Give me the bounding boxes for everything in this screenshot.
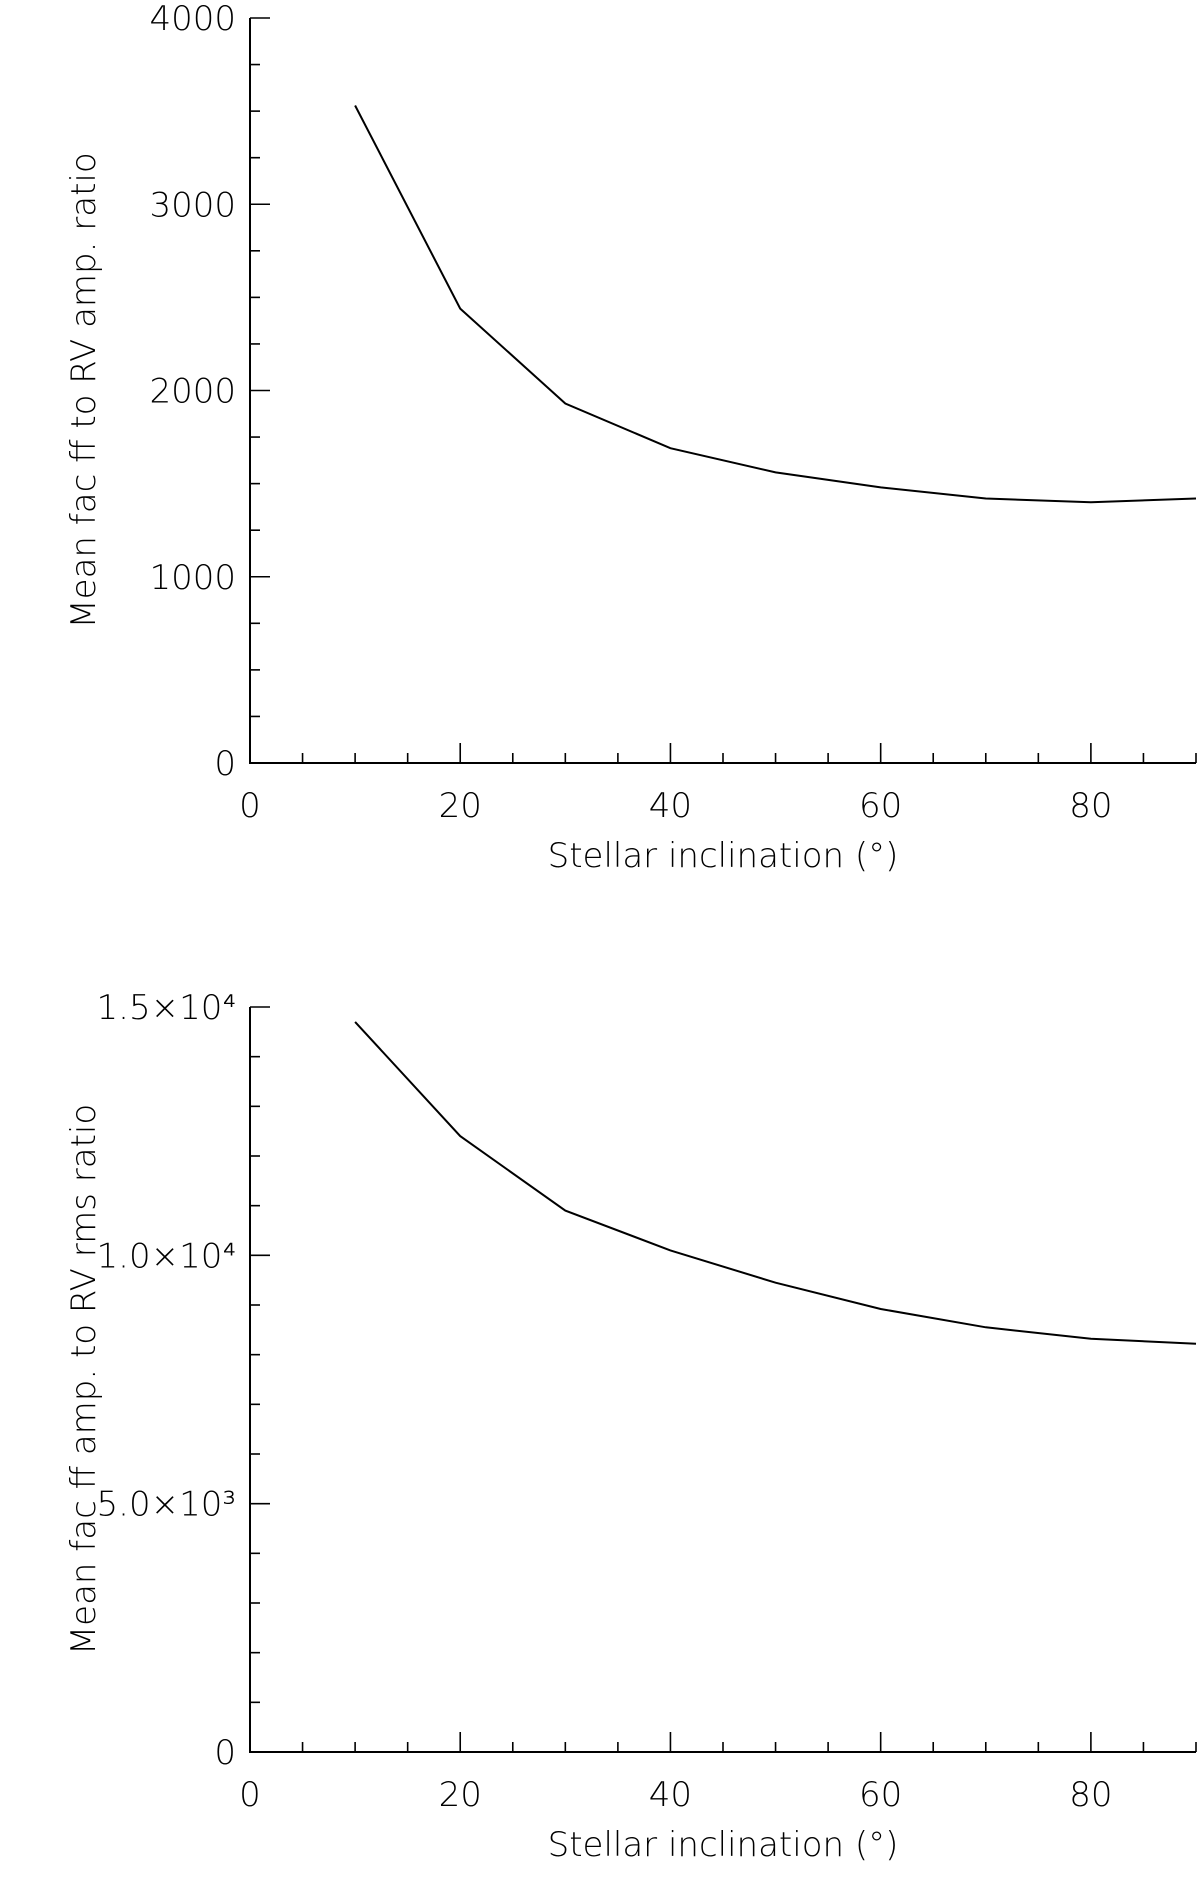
bottom-chart: 0 20 40 60 80 0 5.0×10³ 1.0×10⁴ 1.5×10⁴ Stellar i… [64,988,1197,1865]
chart-1-x-axis-title: Stellar inclination (°) [548,1825,899,1865]
chart-1-axes [249,1007,1196,1753]
chart-1-y-tick-label: 5.0×10³ [97,1485,236,1525]
chart-0-y-tick-label: 1000 [149,558,236,598]
chart-1-x-tick-label: 0 [239,1775,261,1815]
chart-1-y-tick-label: 1.0×10⁴ [97,1236,236,1276]
chart-1-x-tick-label: 40 [649,1775,692,1815]
chart-0-x-tick-label: 40 [649,786,692,826]
chart-1-x-tick-label: 80 [1069,1775,1112,1815]
chart-0-y-tick-label: 0 [214,744,236,784]
chart-0-x-axis-title: Stellar inclination (°) [548,836,899,876]
chart-0-x-tick-label: 80 [1069,786,1112,826]
chart-0-axes [249,18,1196,764]
chart-0-y-tick-label: 4000 [149,0,236,39]
chart-1-x-tick-label: 60 [859,1775,902,1815]
chart-1-series-line-0 [354,1021,1197,1345]
chart-0-y-tick-label: 2000 [149,372,236,412]
chart-0-x-tick-label: 20 [439,786,482,826]
chart-1-x-tick-label: 20 [439,1775,482,1815]
chart-0-x-tick-label: 60 [859,786,902,826]
chart-0-y-tick-label: 3000 [149,185,236,225]
chart-1-y-axis-title: Mean fac ff amp. to RV rms ratio [64,1104,104,1655]
chart-0-series-line-0 [354,105,1197,504]
chart-0-x-tick-label: 0 [239,786,261,826]
chart-0-y-axis-title: Mean fac ff to RV amp. ratio [64,152,104,628]
chart-1-y-tick-label: 0 [214,1733,236,1773]
top-chart: 0 20 40 60 80 0 1000 2000 3000 4000 Stellar inclin… [64,0,1197,876]
chart-1-y-tick-label: 1.5×10⁴ [97,988,236,1028]
